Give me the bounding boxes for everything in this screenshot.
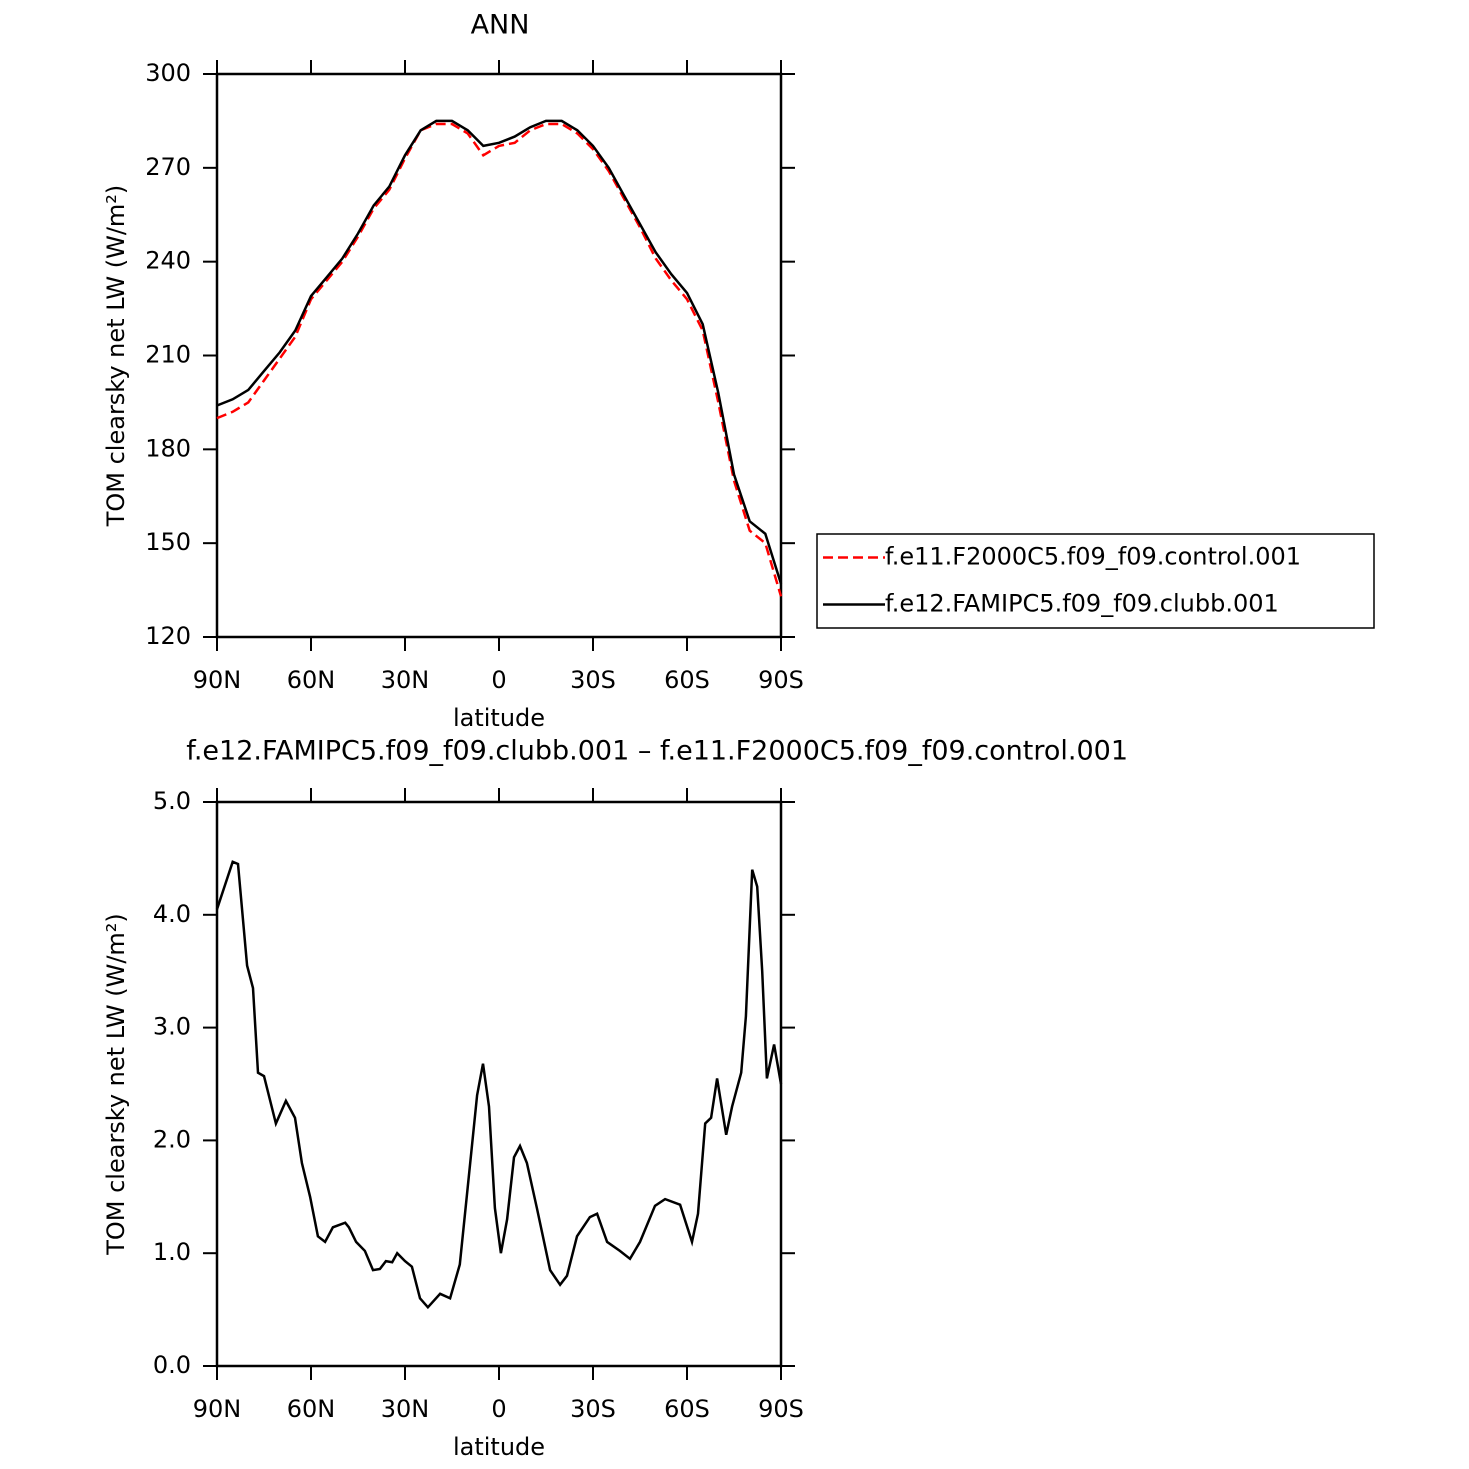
y-tick-label: 2.0 <box>153 1125 191 1153</box>
x-tick-label: 90N <box>193 1395 242 1423</box>
y-tick-label: 210 <box>145 341 191 369</box>
y-tick-label: 4.0 <box>153 900 191 928</box>
y-tick-label: 270 <box>145 153 191 181</box>
x-tick-label: 90N <box>193 666 242 694</box>
legend-box <box>816 533 1375 629</box>
x-axis-label: latitude <box>453 1433 545 1461</box>
y-tick-label: 300 <box>145 59 191 87</box>
x-tick-label: 30S <box>570 666 616 694</box>
y-axis-label: TOM clearsky net LW (W/m²) <box>102 913 130 1256</box>
y-tick-label: 240 <box>145 247 191 275</box>
x-tick-label: 60N <box>287 1395 336 1423</box>
legend-label: f.e12.FAMIPC5.f09_f09.clubb.001 <box>885 590 1279 618</box>
data-line <box>216 119 783 585</box>
x-tick-label: 30N <box>381 1395 430 1423</box>
y-axis-label: TOM clearsky net LW (W/m²) <box>102 185 130 528</box>
y-tick-label: 5.0 <box>153 787 191 815</box>
y-tick-label: 1.0 <box>153 1238 191 1266</box>
plot-frame <box>215 72 783 639</box>
y-tick-label: 120 <box>145 622 191 650</box>
chart-title: f.e12.FAMIPC5.f09_f09.clubb.001 – f.e11.… <box>186 736 1128 767</box>
y-tick-label: 150 <box>145 528 191 556</box>
data-line <box>215 860 783 1310</box>
x-tick-label: 30S <box>570 1395 616 1423</box>
x-tick-label: 60S <box>664 1395 710 1423</box>
y-tick-label: 3.0 <box>153 1013 191 1041</box>
legend-label: f.e11.F2000C5.f09_f09.control.001 <box>885 543 1301 571</box>
y-tick-label: 0.0 <box>153 1351 191 1379</box>
x-tick-label: 0 <box>491 666 506 694</box>
plot-frame <box>215 800 783 1368</box>
x-tick-label: 30N <box>381 666 430 694</box>
x-tick-label: 90S <box>758 1395 804 1423</box>
x-tick-label: 90S <box>758 666 804 694</box>
y-tick-label: 180 <box>145 434 191 462</box>
x-tick-label: 60N <box>287 666 336 694</box>
data-line <box>216 122 783 597</box>
x-tick-label: 0 <box>491 1395 506 1423</box>
chart-title: ANN <box>471 10 530 41</box>
x-tick-label: 60S <box>664 666 710 694</box>
x-axis-label: latitude <box>453 704 545 732</box>
